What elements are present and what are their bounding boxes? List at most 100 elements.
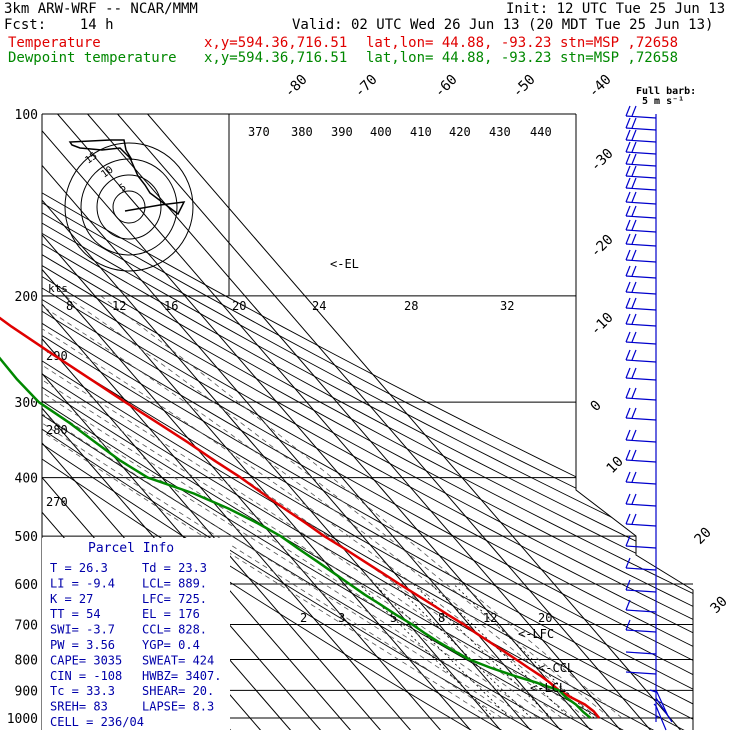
wind-barb-flag: [625, 117, 631, 129]
wind-barb-flag: [631, 407, 637, 419]
parcel-field: SHEAR= 20.: [142, 684, 214, 698]
dry-adiabat: [42, 114, 693, 730]
mixing-ratio-label: 12: [483, 611, 497, 625]
moist-adiabat: [42, 295, 551, 719]
mixing-ratio-line: [358, 583, 495, 719]
wind-barb-flag: [625, 619, 631, 631]
wind-barb: [625, 139, 657, 143]
wind-barb-flag: [631, 313, 637, 325]
dry-adiabat: [42, 114, 693, 730]
wind-barb-flag: [625, 191, 631, 203]
wind-barb-flag: [625, 297, 631, 309]
temperature-latlon: lat,lon= 44.88, -93.23: [366, 35, 552, 51]
wind-barb: [625, 115, 657, 119]
isotherm-line: [117, 114, 652, 730]
moist-adiabat: [42, 295, 539, 719]
pressure-label-400: 400: [15, 472, 38, 487]
dewpoint-xy: x,y=594.36,716.51: [204, 50, 348, 66]
valid-time: Valid: 02 UTC Wed 26 Jun 13 (20 MDT Tue …: [292, 17, 714, 33]
annotation-el: <-EL: [330, 257, 359, 271]
dry-adiabat: [42, 114, 625, 730]
wind-barb: [625, 545, 657, 549]
pressure-label-800: 800: [15, 653, 38, 668]
wind-barb-flag: [631, 449, 637, 461]
theta-label: 370: [248, 125, 270, 139]
moist-adiabat: [42, 295, 563, 719]
level-annotations: <-EL <-LFC <-CCL <-LCL: [330, 257, 574, 695]
mixing-ratio-line: [393, 583, 532, 719]
dry-adiabat-lines: [42, 114, 693, 730]
hodo-speed-label: 32: [500, 299, 514, 313]
wind-barb-flag: [625, 141, 631, 153]
wind-barb: [655, 715, 659, 719]
isotherm-line: [42, 114, 382, 730]
parcel-field: T = 26.3: [50, 561, 108, 575]
wind-barb-flag: [631, 153, 637, 165]
parcel-field: CCL= 828.: [142, 623, 207, 637]
dry-adiabat: [42, 114, 595, 730]
wind-barb-flag: [631, 219, 637, 231]
wind-barb-flag: [631, 177, 637, 189]
pressure-label-600: 600: [15, 578, 38, 593]
wind-barb: [625, 503, 657, 507]
parcel-field: LFC= 725.: [142, 592, 207, 606]
wind-barb-flag: [631, 297, 637, 309]
wind-barb: [649, 689, 657, 693]
wind-barb: [625, 589, 657, 593]
pressure-label-200: 200: [15, 290, 38, 305]
dry-adiabat: [42, 114, 693, 730]
dry-adiabat: [42, 114, 534, 730]
wind-barb-flag: [625, 165, 631, 177]
wind-legend-line2: 5 m s⁻¹: [642, 96, 684, 107]
pressure-label-300: 300: [15, 396, 38, 411]
wind-barb: [625, 439, 657, 443]
wind-barb-flag: [631, 281, 637, 293]
dewpoint-station: stn=MSP ,72658: [560, 50, 679, 66]
pressure-label-900: 900: [15, 684, 38, 699]
wind-barb: [625, 629, 657, 633]
wind-barb-flag: [631, 387, 637, 399]
mixing-ratio-line: [430, 583, 571, 719]
parcel-field: Td = 23.3: [142, 561, 207, 575]
wind-barb: [625, 259, 657, 263]
wind-barb-flag: [631, 233, 637, 245]
wind-barb-flag: [631, 165, 637, 177]
wind-barb: [625, 127, 657, 131]
parcel-field: LI = -9.4: [50, 576, 115, 590]
mixing-ratio-line: [413, 583, 552, 719]
wind-barb-flag: [625, 535, 631, 547]
wind-barb: [625, 417, 657, 421]
init-label: Init: 12 UTC Tue 25 Jun 13: [506, 1, 726, 17]
wind-barb-flag: [625, 331, 631, 343]
moist-adiabat: [64, 295, 611, 719]
wind-barb-flag: [625, 281, 631, 293]
dry-adiabat: [42, 114, 693, 730]
isotherm-label: -70: [352, 72, 381, 101]
wind-barb-flag: [625, 105, 631, 117]
dry-adiabat: [42, 114, 655, 730]
parcel-field: EL = 176: [142, 607, 200, 621]
isotherm-line: [42, 114, 352, 730]
wind-barb: [625, 523, 657, 527]
hodo-speed-label: 28: [404, 299, 418, 313]
annotation-lcl: <-LCL: [530, 681, 566, 695]
moist-adiabat: [100, 295, 623, 719]
wind-barb: [625, 341, 657, 345]
dry-adiabat: [42, 114, 693, 730]
svg-text:15: 15: [83, 151, 99, 167]
mixing-ratio-label: 8: [438, 611, 445, 625]
theta-labels: 370 380 390 400 410 420 430 440: [248, 125, 552, 139]
wind-barb-flag: [625, 579, 631, 591]
isotherm-line: [42, 114, 532, 730]
isotherm-label: 20: [692, 525, 715, 548]
parcel-field: CELL = 236/04: [50, 715, 144, 729]
wind-barb-flag: [625, 513, 631, 525]
hodo-speed-label: 8: [66, 299, 73, 313]
wind-barb-flag: [625, 265, 631, 277]
pressure-label-100: 100: [15, 108, 38, 123]
isotherm-label: 10: [604, 454, 627, 477]
wind-barb: [625, 397, 657, 401]
theta-label: 410: [410, 125, 432, 139]
parcel-field: CIN = -108: [50, 669, 122, 683]
